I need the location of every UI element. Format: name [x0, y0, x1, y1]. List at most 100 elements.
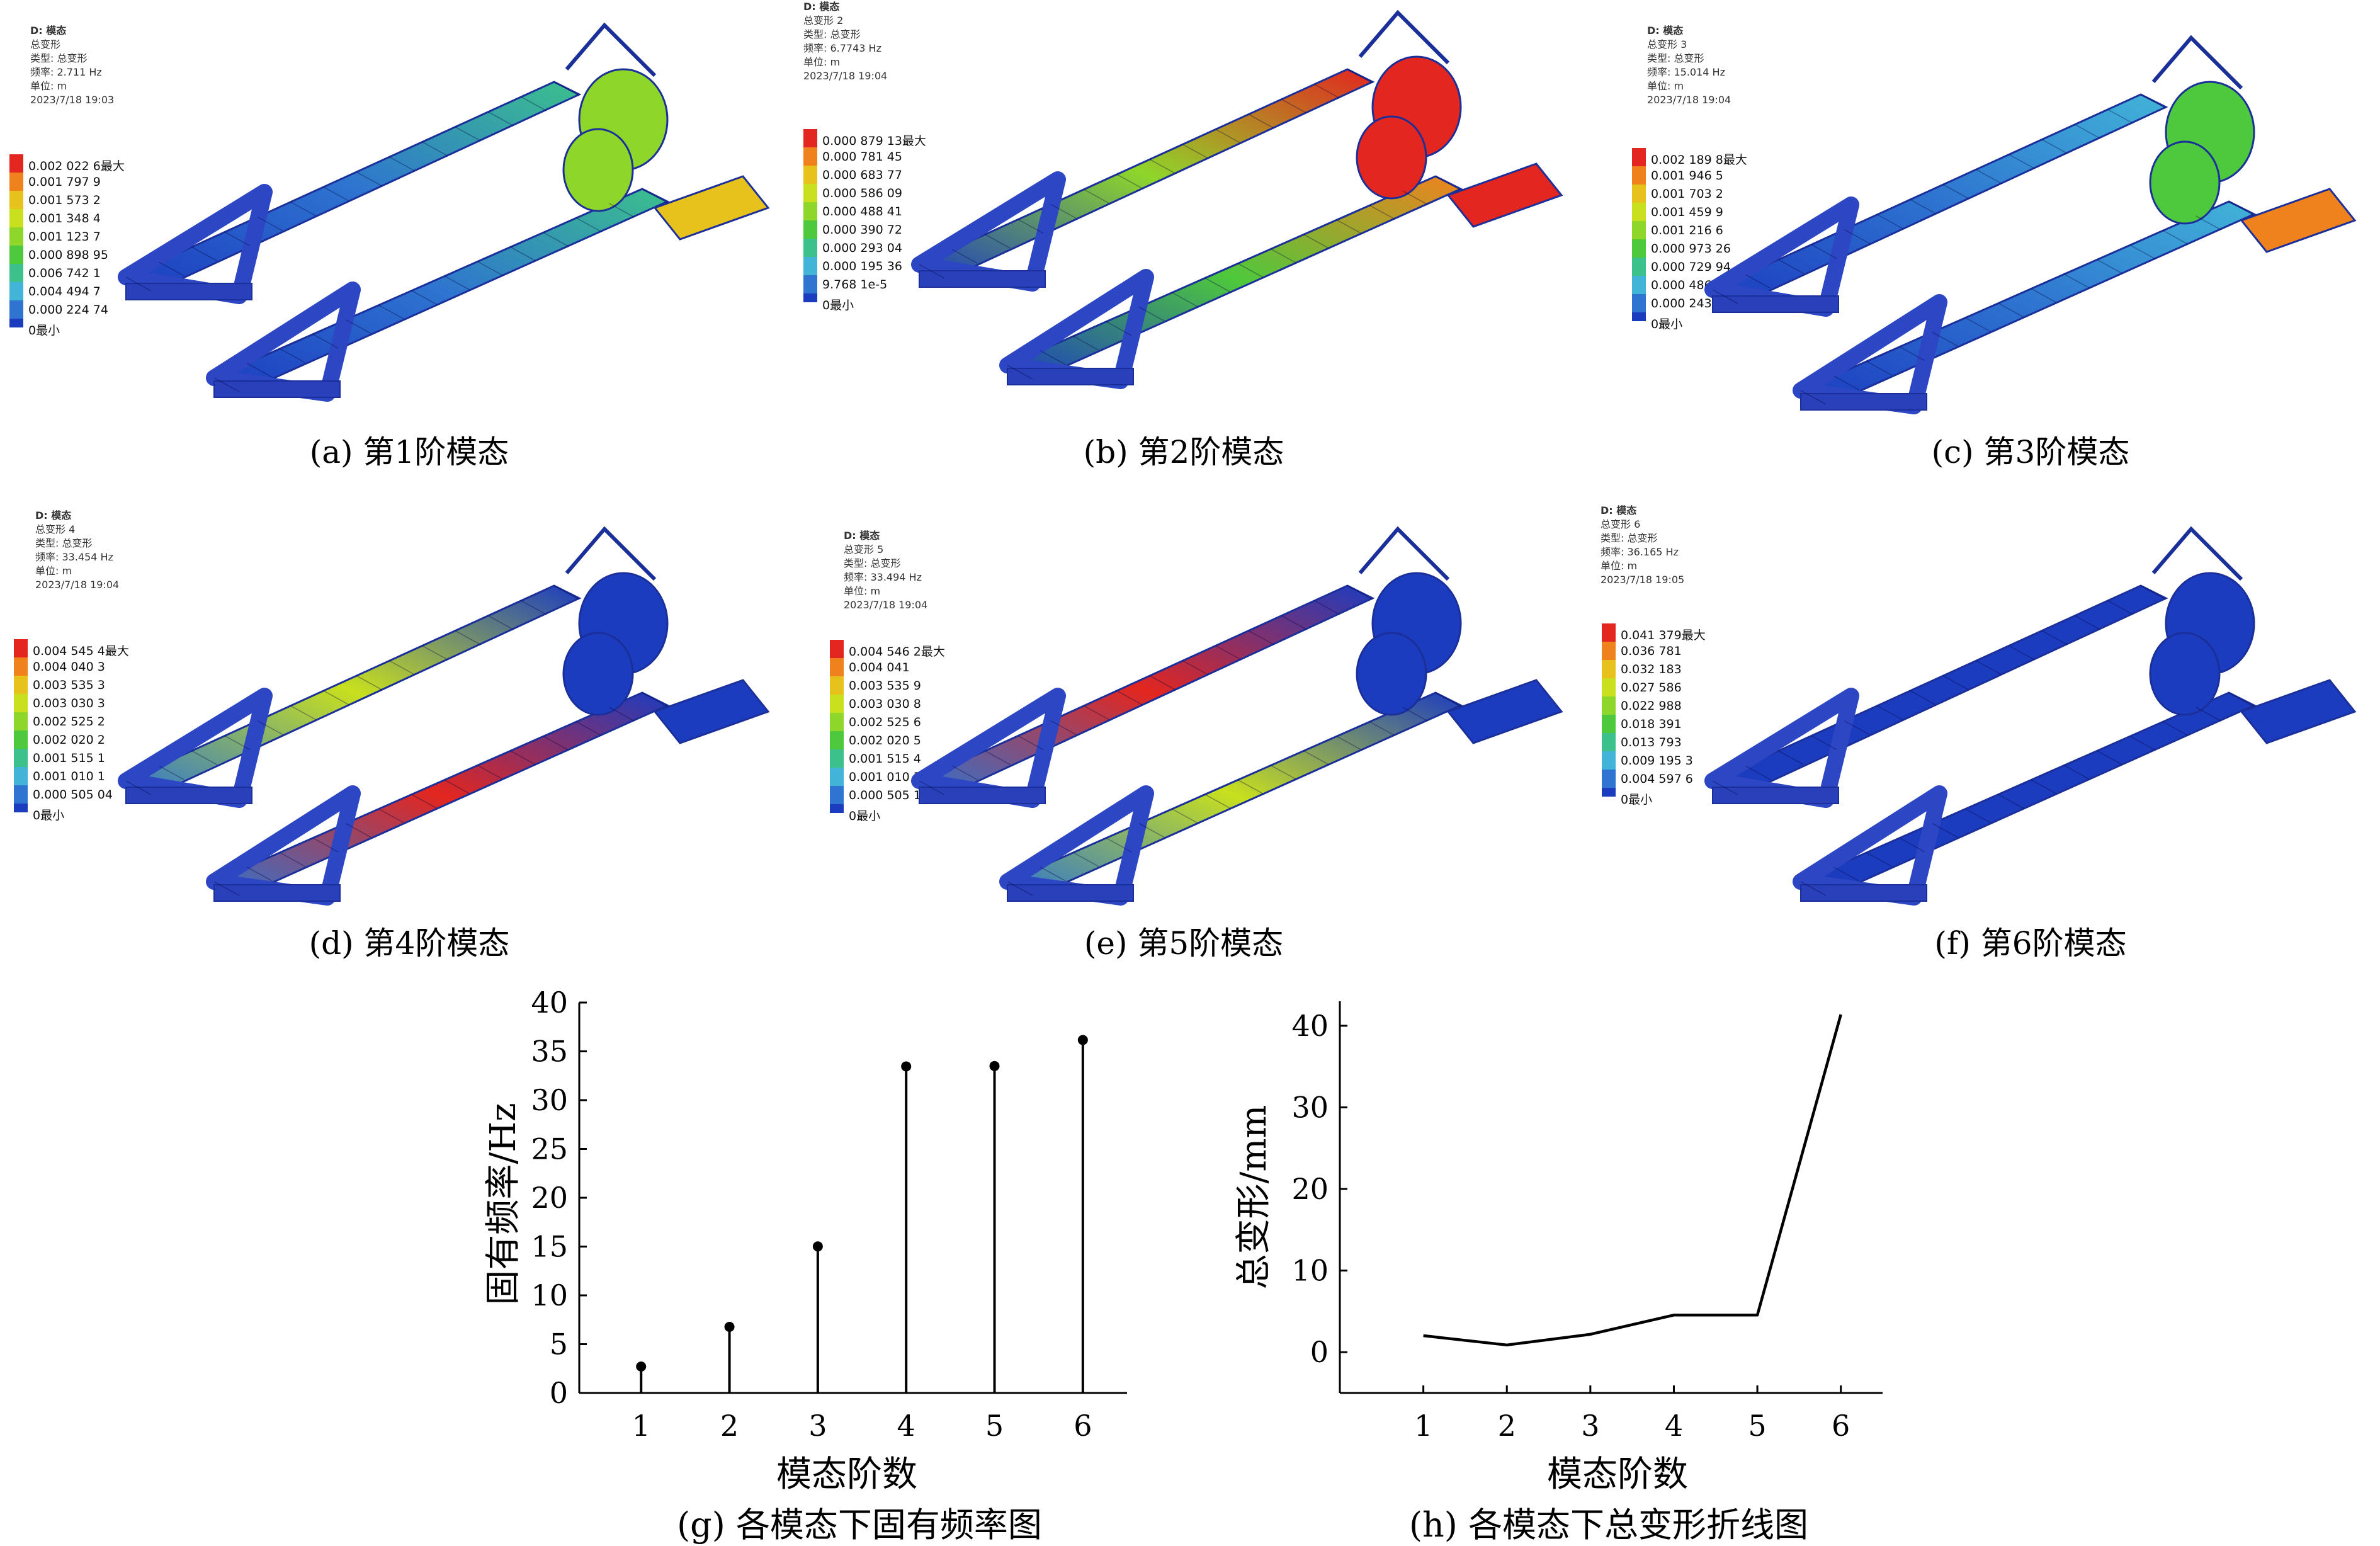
legend-swatch [830, 640, 844, 658]
stem-marker [989, 1060, 1000, 1071]
legend-swatch [1602, 788, 1616, 797]
legend-swatch [9, 282, 23, 300]
header-line: 类型: 总变形 [1601, 532, 1658, 544]
legend-label: 0.006 742 1 [28, 266, 101, 280]
panel-header: D: 模态 总变形 类型: 总变形 频率: 2.711 Hz 单位: m 2023/7/1… [30, 24, 114, 107]
legend-entry: 0.002 020 5 [830, 731, 994, 749]
deformation-mesh [1704, 526, 2357, 906]
legend-label: 0.000 586 09 [822, 186, 902, 200]
legend-label: 0.004 597 6 [1621, 772, 1693, 786]
x-axis-label: 模态阶数 [1547, 1454, 1688, 1495]
header-line: 频率: 36.165 Hz [1601, 546, 1679, 558]
deformation-mesh [118, 526, 770, 906]
base-bar [213, 380, 341, 398]
legend-label: 0.001 946 5 [1651, 169, 1723, 183]
legend-label: 0.000 293 04 [822, 241, 902, 255]
header-line: 2023/7/18 19:04 [1647, 94, 1731, 106]
chart-caption: (g) 各模态下固有频率图 [677, 1505, 1042, 1545]
legend-entry: 0.000 390 72 [803, 220, 967, 239]
legend-entry: 0最小 [1602, 788, 1765, 807]
legend-swatch [9, 264, 23, 282]
deformation-line [1423, 1014, 1842, 1347]
header-line: 2023/7/18 19:04 [803, 70, 888, 82]
header-line: 2023/7/18 19:04 [844, 599, 928, 611]
legend-entry: 0.000 729 94 [1632, 258, 1796, 276]
legend-swatch [830, 658, 844, 676]
x-tick-label: 3 [1581, 1409, 1599, 1443]
legend-entry: 0.001 946 5 [1632, 166, 1796, 185]
legend-swatch [1602, 715, 1616, 733]
y-tick-label: 10 [1291, 1254, 1329, 1288]
x-tick-label: 3 [808, 1409, 827, 1443]
legend-swatch [830, 804, 844, 813]
header-line: 类型: 总变形 [35, 537, 93, 549]
legend-entry: 0.002 022 6最大 [9, 154, 173, 173]
legend-swatch [14, 657, 28, 676]
legend-label: 0.041 379最大 [1621, 628, 1706, 642]
platform-plate [2240, 679, 2357, 744]
x-tick-label: 5 [1748, 1409, 1766, 1443]
legend-swatch [830, 749, 844, 768]
legend-entry: 0.004 545 4最大 [14, 639, 178, 658]
legend-swatch [803, 220, 817, 239]
base-bar [1800, 884, 1927, 902]
legend-entry: 0.004 546 2最大 [830, 640, 994, 659]
legend-entry: 0.032 183 [1602, 660, 1765, 678]
legend-entry: 0.004 494 7 [9, 282, 173, 300]
legend-label: 0.002 020 2 [33, 733, 105, 747]
legend-entry: 0.003 030 3 [14, 694, 178, 712]
legend-swatch [1632, 239, 1646, 258]
legend-entry: 0.000 898 95 [9, 246, 173, 264]
header-line: 单位: m [35, 565, 72, 577]
legend-swatch [1632, 148, 1646, 166]
legend-entry: 0.022 988 [1602, 696, 1765, 715]
legend-entry: 0.002 525 2 [14, 712, 178, 730]
stem-marker [636, 1361, 647, 1372]
drum-lower [562, 128, 634, 212]
x-axis-label: 模态阶数 [776, 1454, 917, 1495]
x-tick-label: 1 [1414, 1409, 1432, 1443]
legend-entry: 0.001 573 2 [9, 191, 173, 209]
y-tick-label: 0 [1310, 1335, 1329, 1369]
legend-entry: 0.004 597 6 [1602, 770, 1765, 788]
base-bar [125, 787, 252, 804]
mode-panel-e: D: 模态 总变形 5 类型: 总变形 频率: 33.494 Hz 单位: m 2023/… [793, 497, 1587, 976]
base-bar [125, 283, 252, 300]
legend-entry: 0.036 781 [1602, 642, 1765, 660]
panel-caption: (c) 第3阶模态 [1931, 434, 2130, 470]
legend-label: 0.001 348 4 [28, 212, 101, 225]
legend-label: 0.000 683 77 [822, 168, 902, 182]
legend-swatch [9, 227, 23, 246]
legend-entry: 0.003 535 3 [14, 676, 178, 694]
legend-entry: 0.000 243 31 [1632, 294, 1796, 312]
legend-swatch [830, 713, 844, 731]
legend-swatch [9, 209, 23, 227]
legend-entry: 0.000 195 36 [803, 257, 967, 275]
top-frame [2151, 526, 2243, 581]
legend-swatch [1632, 203, 1646, 221]
header-line: 类型: 总变形 [1647, 52, 1704, 64]
header-line: 单位: m [1647, 80, 1684, 92]
drum-lower [2149, 140, 2221, 225]
legend-swatch [1602, 678, 1616, 696]
legend-swatch [14, 712, 28, 730]
legend-label: 0.000 781 45 [822, 150, 902, 164]
legend-swatch [830, 676, 844, 695]
legend-label: 0.003 030 3 [33, 696, 105, 710]
legend-label: 0.004 494 7 [28, 285, 101, 298]
legend-label: 0最小 [33, 809, 65, 822]
legend-label: 0.000 195 36 [822, 259, 902, 273]
legend-label: 0.002 525 6 [849, 715, 921, 729]
panel-caption: (a) 第1阶模态 [309, 434, 509, 470]
base-bar [919, 787, 1046, 804]
mode-panel-d: D: 模态 总变形 4 类型: 总变形 频率: 33.454 Hz 单位: m 2023/… [0, 497, 793, 976]
legend-swatch [803, 293, 817, 302]
legend-swatch [1632, 185, 1646, 203]
legend-entry: 0最小 [9, 319, 173, 338]
legend-entry: 0.001 459 9 [1632, 203, 1796, 221]
legend-label: 0.004 546 2最大 [849, 645, 945, 659]
legend-swatch [14, 767, 28, 785]
legend-entry: 0最小 [830, 804, 994, 823]
legend-swatch [14, 694, 28, 712]
legend-entry: 0.000 505 13 [830, 786, 994, 804]
